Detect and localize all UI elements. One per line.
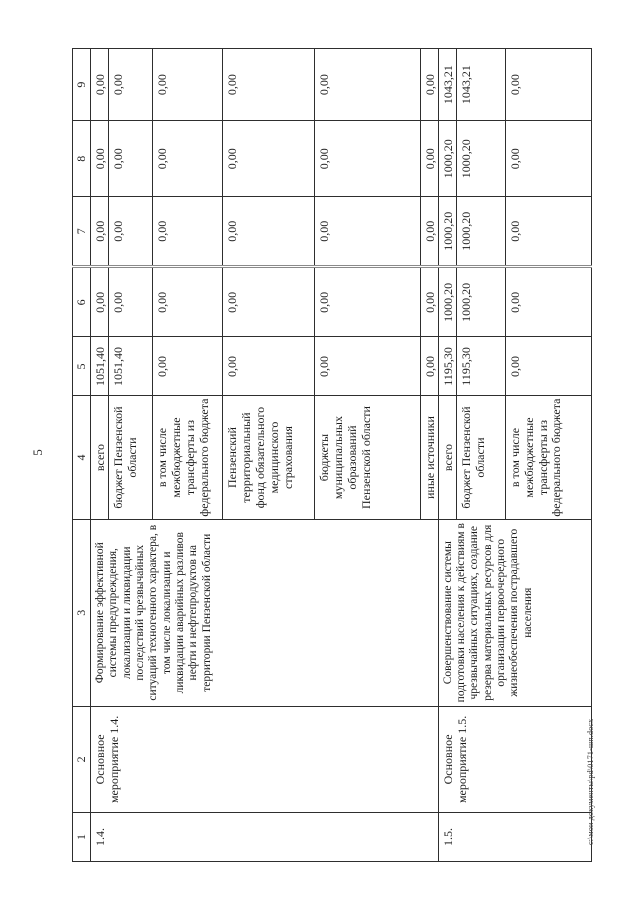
footer-file-path: с:\мои документы\pd\0171-шп.docx (586, 718, 595, 845)
cell-item-title: Основное мероприятие 1.5. (438, 706, 592, 813)
cell-amount: 1000,20 (438, 266, 457, 337)
cell-amount: 0,00 (90, 266, 109, 337)
cell-amount: 1195,30 (438, 336, 457, 396)
cell-amount: 0,00 (505, 120, 592, 197)
cell-amount: 1051,40 (108, 336, 153, 396)
cell-amount: 1051,40 (90, 336, 109, 396)
cell-funding-source: иные источники (420, 395, 439, 520)
cell-amount: 0,00 (420, 120, 439, 197)
cell-item-code: 1.5. (438, 812, 592, 862)
cell-amount: 0,00 (314, 266, 421, 337)
cell-amount: 0,00 (222, 266, 315, 337)
table-container: 1 2 3 4 5 6 7 8 9 1.4. Основное мероприятие 1.4. Фо… (72, 48, 592, 862)
cell-amount: 0,00 (222, 48, 315, 121)
cell-amount: 0,00 (314, 48, 421, 121)
cell-amount: 1195,30 (456, 336, 506, 396)
cell-amount: 0,00 (152, 48, 223, 121)
cell-amount: 1000,20 (456, 266, 506, 337)
budget-table: 1 2 3 4 5 6 7 8 9 1.4. Основное мероприятие 1.4. Фо… (72, 48, 592, 862)
cell-amount: 0,00 (314, 196, 421, 267)
cell-col-number: 9 (72, 48, 91, 121)
cell-funding-source: бюджет Пензенской области (108, 395, 153, 520)
cell-col-number: 1 (72, 812, 91, 862)
cell-item-code: 1.4. (90, 812, 439, 862)
cell-col-number: 7 (72, 196, 91, 267)
cell-amount: 0,00 (90, 196, 109, 267)
cell-amount: 1000,20 (438, 196, 457, 267)
cell-amount: 1000,20 (438, 120, 457, 197)
cell-funding-source: бюджеты муниципальных образований Пензен… (314, 395, 421, 520)
cell-amount: 1043,21 (438, 48, 457, 121)
cell-amount: 0,00 (420, 266, 439, 337)
cell-item-description: Совершенствование системы подготовки нас… (438, 519, 592, 707)
cell-amount: 0,00 (420, 196, 439, 267)
cell-amount: 0,00 (108, 48, 153, 121)
cell-amount: 1000,20 (456, 120, 506, 197)
cell-funding-source: всего (90, 395, 109, 520)
cell-funding-source: в том числе межбюджетные трансферты из ф… (152, 395, 223, 520)
page-number: 5 (30, 449, 45, 456)
cell-funding-source: бюджет Пензенской области (456, 395, 506, 520)
cell-funding-source: в том числе межбюджетные трансферты из ф… (505, 395, 592, 520)
cell-amount: 0,00 (152, 336, 223, 396)
cell-amount: 0,00 (90, 48, 109, 121)
cell-amount: 0,00 (505, 266, 592, 337)
cell-amount: 0,00 (152, 196, 223, 267)
cell-amount: 0,00 (420, 336, 439, 396)
cell-item-description: Формирование эффективной системы предупр… (90, 519, 439, 707)
cell-amount: 0,00 (222, 196, 315, 267)
cell-amount: 0,00 (314, 336, 421, 396)
cell-amount: 0,00 (90, 120, 109, 197)
cell-amount: 0,00 (108, 196, 153, 267)
cell-funding-source: Пензенский территориальный фонд обязател… (222, 395, 315, 520)
cell-col-number: 4 (72, 395, 91, 520)
cell-amount: 0,00 (108, 120, 153, 197)
cell-col-number: 8 (72, 120, 91, 197)
cell-col-number: 3 (72, 519, 91, 707)
cell-amount: 0,00 (505, 196, 592, 267)
cell-amount: 1000,20 (456, 196, 506, 267)
cell-amount: 1043,21 (456, 48, 506, 121)
cell-amount: 0,00 (152, 120, 223, 197)
cell-amount: 0,00 (222, 120, 315, 197)
cell-amount: 0,00 (420, 48, 439, 121)
cell-amount: 0,00 (505, 48, 592, 121)
cell-col-number: 6 (72, 266, 91, 337)
cell-amount: 0,00 (505, 336, 592, 396)
cell-amount: 0,00 (314, 120, 421, 197)
cell-amount: 0,00 (222, 336, 315, 396)
cell-amount: 0,00 (152, 266, 223, 337)
cell-funding-source: всего (438, 395, 457, 520)
table-row: 1.4. Основное мероприятие 1.4. Формировани… (90, 48, 439, 862)
cell-item-title: Основное мероприятие 1.4. (90, 706, 439, 813)
cell-col-number: 5 (72, 336, 91, 396)
cell-col-number: 2 (72, 706, 91, 813)
table-row: 1.5. Основное мероприятие 1.5. Совершенств… (438, 48, 592, 862)
cell-amount: 0,00 (108, 266, 153, 337)
